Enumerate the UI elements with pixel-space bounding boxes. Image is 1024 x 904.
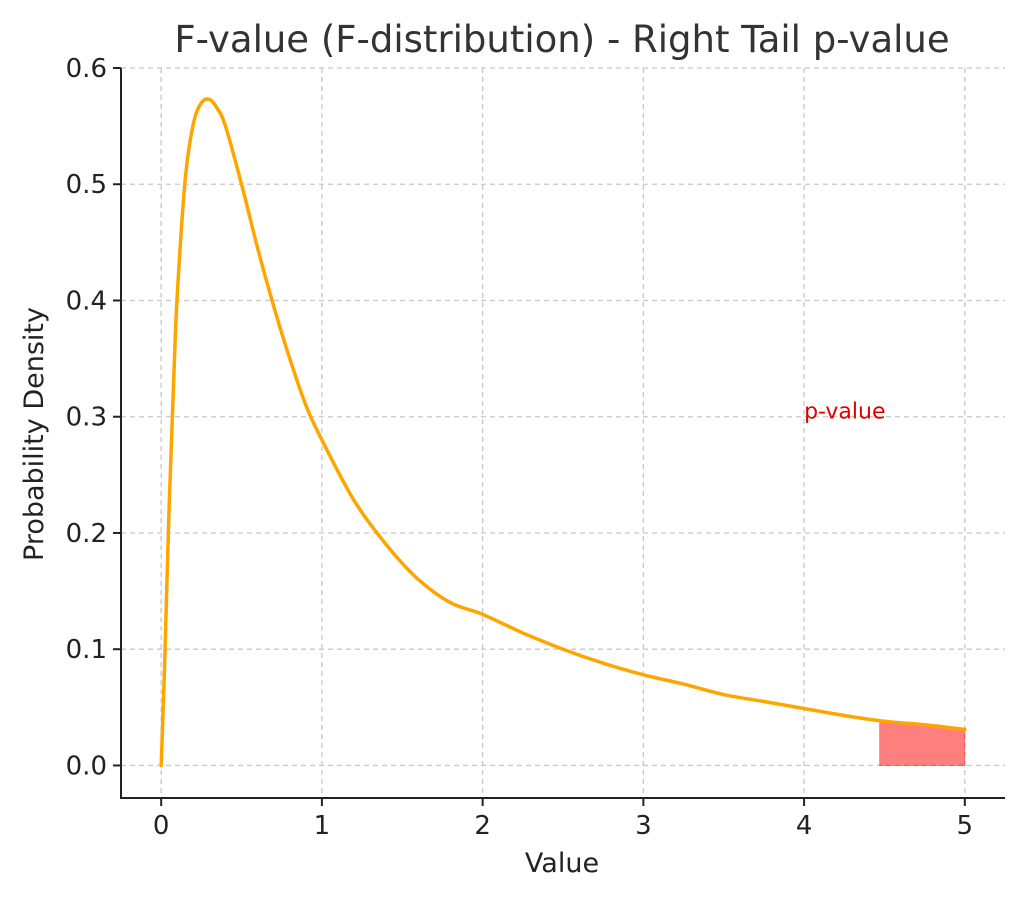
y-tick-label: 0.3 (66, 403, 107, 433)
axis-spines (120, 68, 1005, 799)
x-tick-label: 0 (153, 811, 170, 841)
y-axis-label: Probability Density (19, 307, 50, 561)
ticks: 0 1 2 3 4 5 0.0 0.1 0.2 0.3 0.4 0.5 0.6 (66, 54, 973, 841)
chart-title: F-value (F-distribution) - Right Tail p-… (174, 18, 949, 61)
f-distribution-curve (159, 97, 967, 768)
grid (121, 67, 1005, 798)
y-tick-label: 0.2 (66, 519, 107, 549)
y-tick-label: 0.0 (66, 751, 107, 781)
y-tick-label: 0.5 (66, 170, 107, 200)
x-tick-label: 1 (314, 811, 331, 841)
axes (120, 68, 1005, 799)
curve-layer (159, 97, 967, 768)
x-tick-label: 4 (796, 811, 813, 841)
p-value-annotation: p-value (804, 400, 885, 425)
x-axis-label: Value (525, 848, 599, 879)
x-tick-label: 5 (957, 811, 974, 841)
y-tick-label: 0.4 (66, 286, 107, 316)
x-tick-label: 3 (635, 811, 652, 841)
y-tick-label: 0.1 (66, 635, 107, 665)
y-tick-label: 0.6 (66, 54, 107, 84)
x-tick-label: 2 (474, 811, 491, 841)
